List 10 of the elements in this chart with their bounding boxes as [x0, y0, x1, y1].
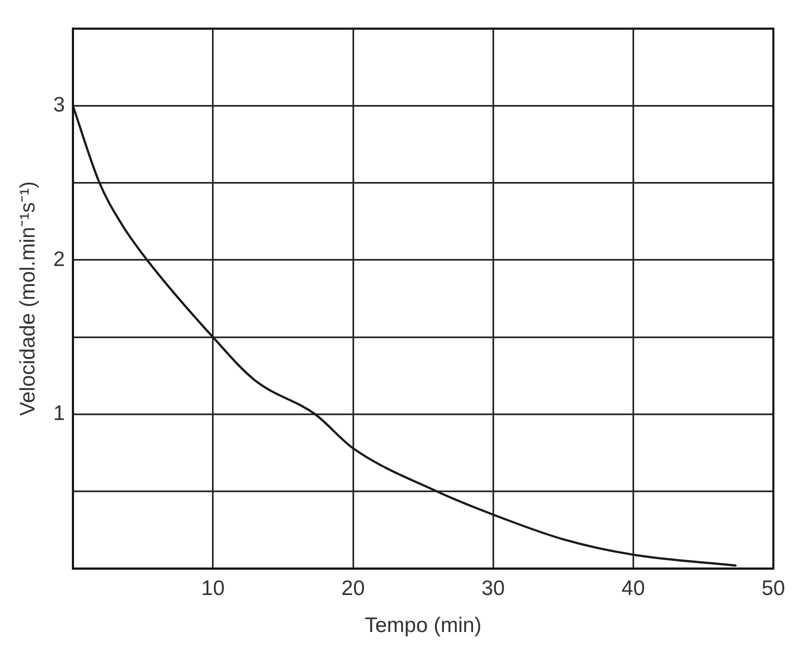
x-tick-label: 50 — [762, 576, 785, 600]
y-axis-title: Velocidade (mol.min⁻¹s⁻¹) — [16, 181, 40, 416]
x-tick-label: 10 — [201, 576, 225, 600]
x-tick-label: 40 — [622, 576, 645, 600]
x-axis-title: Tempo (min) — [364, 614, 482, 638]
x-tick-label: 20 — [341, 576, 365, 600]
y-tick-label: 1 — [53, 402, 65, 426]
x-tick-label: 30 — [481, 576, 505, 600]
y-tick-label: 3 — [53, 94, 65, 117]
y-tick-label: 2 — [53, 248, 65, 271]
